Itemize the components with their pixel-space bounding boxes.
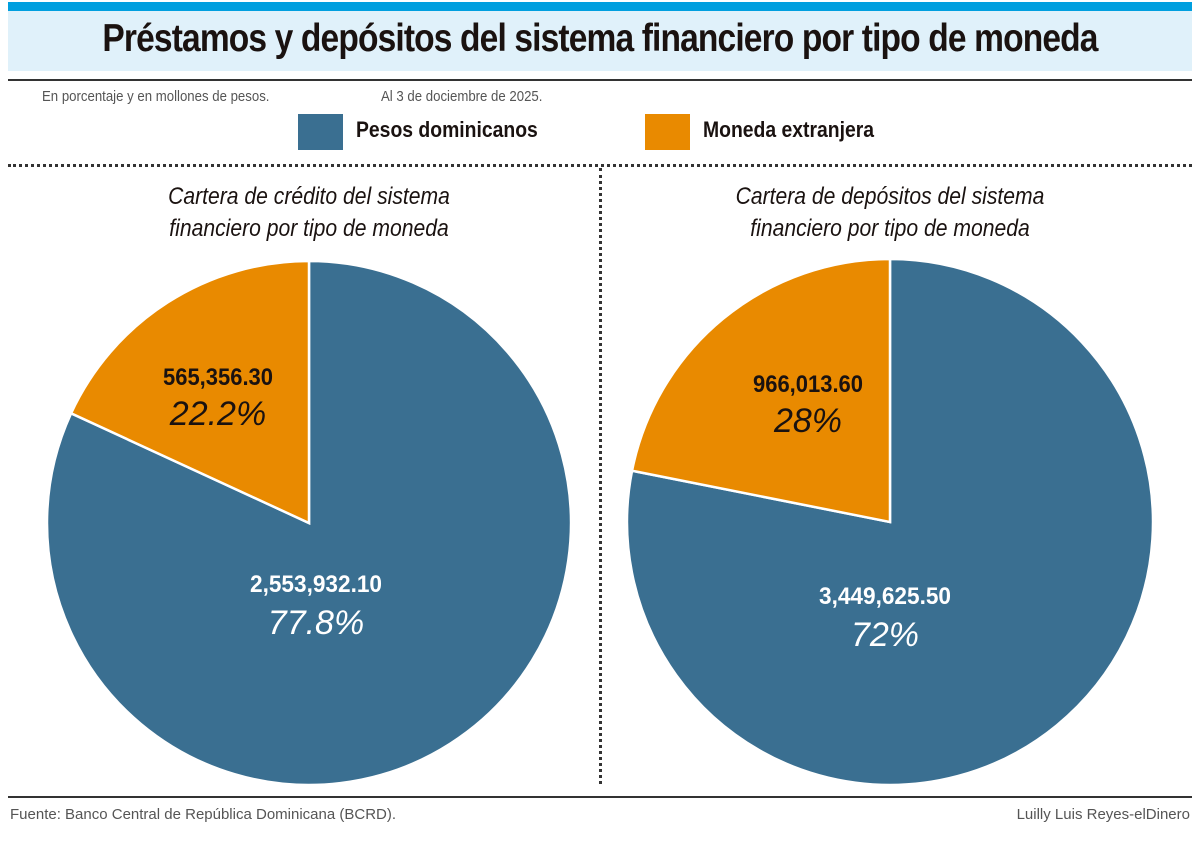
page-title: Préstamos y depósitos del sistema financ… [102, 17, 1098, 60]
pie-credito-value-pesos: 2,553,932.10 [250, 571, 382, 598]
pie-credito-percent-pesos: 77.8% [268, 604, 364, 642]
legend-swatch-extranjera [645, 114, 690, 150]
footer-rule [8, 796, 1192, 798]
chart-title-credito-line2: financiero por tipo de moneda [169, 215, 449, 242]
pie-depositos-percent-pesos: 72% [851, 616, 919, 654]
legend-label-extranjera: Moneda extranjera [703, 117, 875, 142]
pie-credito-percent-extranjera: 22.2% [169, 395, 266, 433]
chart-title-depositos-line1: Cartera de depósitos del sistema [735, 183, 1045, 210]
pie-depositos-percent-extranjera: 28% [773, 402, 842, 440]
chart-title-credito-line1: Cartera de crédito del sistema [168, 183, 450, 210]
chart-title-credito: Cartera de crédito del sistema financier… [63, 181, 556, 245]
credit-note: Luilly Luis Reyes-elDinero [1016, 806, 1190, 823]
pie-credito: 565,356.30 22.2% 2,553,932.10 77.8% [45, 259, 573, 787]
pie-depositos-slice-pesos [625, 257, 1155, 787]
header-rule [8, 79, 1192, 81]
title-box: Préstamos y depósitos del sistema financ… [8, 11, 1192, 71]
pie-depositos-slice-extranjera [630, 257, 892, 524]
chart-title-depositos-line2: financiero por tipo de moneda [750, 215, 1030, 242]
section-divider-horizontal [8, 164, 1192, 167]
legend-label-pesos: Pesos dominicanos [356, 117, 538, 142]
pie-credito-value-extranjera: 565,356.30 [163, 364, 273, 391]
pie-depositos-value-extranjera: 966,013.60 [753, 371, 863, 398]
pie-depositos-value-pesos: 3,449,625.50 [819, 583, 951, 610]
chart-title-depositos: Cartera de depósitos del sistema financi… [644, 181, 1137, 245]
section-divider-vertical [599, 168, 602, 784]
legend-swatch-pesos [298, 114, 343, 150]
pie-credito-slice-extranjera [69, 259, 311, 525]
title-accent-bar [8, 2, 1192, 11]
source-note: Fuente: Banco Central de República Domin… [10, 806, 397, 823]
date-note: Al 3 de dociembre de 2025. [381, 88, 543, 105]
pie-depositos: 966,013.60 28% 3,449,625.50 72% [625, 257, 1155, 787]
units-note: En porcentaje y en mollones de pesos. [42, 88, 270, 105]
